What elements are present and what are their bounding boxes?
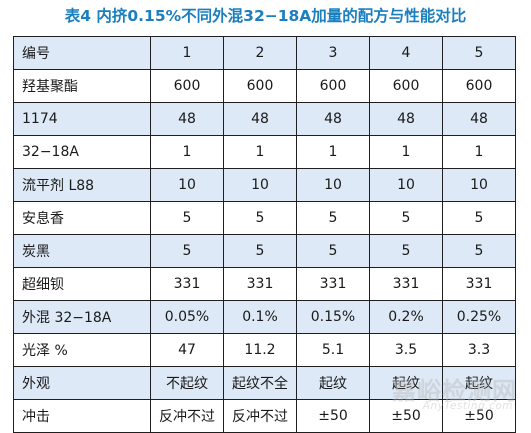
value-cell: 3.5 [369, 333, 443, 367]
header-cell: 5 [442, 36, 516, 70]
row-label-cell: 外观 [13, 366, 151, 400]
header-cell: 编号 [13, 36, 151, 70]
document-page: 表4 内挤0.15%不同外混32−18A加量的配方与性能对比 编号 1 2 3 … [13, 7, 516, 433]
value-cell: 0.05% [150, 300, 224, 334]
value-cell: 5 [223, 201, 297, 235]
value-cell: 5 [369, 234, 443, 268]
value-cell: 331 [296, 267, 370, 301]
value-cell: 600 [296, 69, 370, 103]
value-cell: 1 [296, 135, 370, 169]
table-row: 羟基聚酯 600 600 600 600 600 [13, 69, 516, 103]
value-cell: 1 [150, 135, 224, 169]
row-label-cell: 32−18A [13, 135, 151, 169]
value-cell: 反冲不过 [150, 399, 224, 433]
value-cell: ±50 [442, 399, 516, 433]
header-cell: 1 [150, 36, 224, 70]
value-cell: 5 [296, 234, 370, 268]
table-row: 冲击 反冲不过 反冲不过 ±50 ±50 ±50 [13, 399, 516, 433]
value-cell: 0.15% [296, 300, 370, 334]
value-cell: 0.1% [223, 300, 297, 334]
row-label-cell: 光泽 % [13, 333, 151, 367]
row-label-cell: 炭黑 [13, 234, 151, 268]
value-cell: 起纹 [442, 366, 516, 400]
value-cell: 5 [150, 234, 224, 268]
value-cell: ±50 [369, 399, 443, 433]
table-row: 安息香 5 5 5 5 5 [13, 201, 516, 235]
table-header-row: 编号 1 2 3 4 5 [13, 36, 516, 70]
table-body: 编号 1 2 3 4 5 羟基聚酯 600 600 600 600 600 1174 48 48… [13, 36, 516, 433]
row-label-cell: 安息香 [13, 201, 151, 235]
value-cell: 起纹不全 [223, 366, 297, 400]
table-row: 炭黑 5 5 5 5 5 [13, 234, 516, 268]
table-row: 超细钡 331 331 331 331 331 [13, 267, 516, 301]
formulation-table: 编号 1 2 3 4 5 羟基聚酯 600 600 600 600 600 1174 48 48… [13, 36, 516, 433]
table-title: 表4 内挤0.15%不同外混32−18A加量的配方与性能对比 [64, 7, 467, 25]
table-row: 流平剂 L88 10 10 10 10 10 [13, 168, 516, 202]
value-cell: 331 [223, 267, 297, 301]
value-cell: 5.1 [296, 333, 370, 367]
value-cell: 48 [223, 102, 297, 136]
value-cell: 1 [223, 135, 297, 169]
value-cell: 600 [150, 69, 224, 103]
value-cell: 1 [442, 135, 516, 169]
value-cell: 10 [296, 168, 370, 202]
value-cell: 10 [150, 168, 224, 202]
value-cell: 48 [369, 102, 443, 136]
row-label-cell: 超细钡 [13, 267, 151, 301]
header-cell: 2 [223, 36, 297, 70]
value-cell: 331 [369, 267, 443, 301]
value-cell: 0.2% [369, 300, 443, 334]
value-cell: 331 [150, 267, 224, 301]
header-cell: 3 [296, 36, 370, 70]
table-row: 外观 不起纹 起纹不全 起纹 起纹 起纹 [13, 366, 516, 400]
value-cell: 48 [150, 102, 224, 136]
value-cell: 10 [369, 168, 443, 202]
value-cell: 600 [369, 69, 443, 103]
value-cell: 起纹 [369, 366, 443, 400]
row-label-cell: 1174 [13, 102, 151, 136]
value-cell: 0.25% [442, 300, 516, 334]
value-cell: 48 [296, 102, 370, 136]
value-cell: 5 [296, 201, 370, 235]
value-cell: 不起纹 [150, 366, 224, 400]
value-cell: 5 [150, 201, 224, 235]
value-cell: 5 [369, 201, 443, 235]
table-row: 光泽 % 47 11.2 5.1 3.5 3.3 [13, 333, 516, 367]
value-cell: 600 [223, 69, 297, 103]
row-label-cell: 冲击 [13, 399, 151, 433]
value-cell: ±50 [296, 399, 370, 433]
value-cell: 3.3 [442, 333, 516, 367]
value-cell: 5 [442, 201, 516, 235]
value-cell: 331 [442, 267, 516, 301]
value-cell: 起纹 [296, 366, 370, 400]
header-cell: 4 [369, 36, 443, 70]
row-label-cell: 羟基聚酯 [13, 69, 151, 103]
row-label-cell: 外混 32−18A [13, 300, 151, 334]
value-cell: 5 [223, 234, 297, 268]
value-cell: 1 [369, 135, 443, 169]
value-cell: 48 [442, 102, 516, 136]
value-cell: 10 [223, 168, 297, 202]
table-row: 1174 48 48 48 48 48 [13, 102, 516, 136]
value-cell: 5 [442, 234, 516, 268]
value-cell: 10 [442, 168, 516, 202]
table-row: 外混 32−18A 0.05% 0.1% 0.15% 0.2% 0.25% [13, 300, 516, 334]
table-row: 32−18A 1 1 1 1 1 [13, 135, 516, 169]
value-cell: 反冲不过 [223, 399, 297, 433]
value-cell: 600 [442, 69, 516, 103]
row-label-cell: 流平剂 L88 [13, 168, 151, 202]
value-cell: 11.2 [223, 333, 297, 367]
value-cell: 47 [150, 333, 224, 367]
